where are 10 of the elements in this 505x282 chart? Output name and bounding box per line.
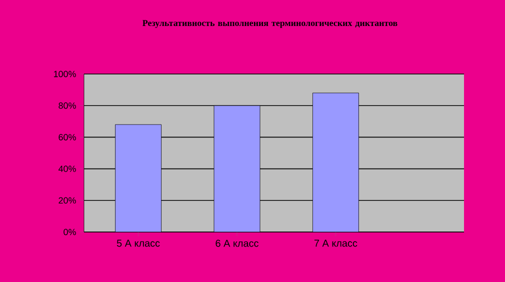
y-tick-label: 0%: [64, 228, 76, 236]
y-tick-label: 100%: [54, 70, 76, 78]
x-tick-label: 7 А класс: [314, 240, 358, 247]
x-tick-label: 6 А класс: [216, 240, 258, 247]
y-tick-label: 80%: [58, 102, 76, 109]
y-tick-label: 60%: [58, 134, 76, 140]
x-tick-label: 5 А класс: [116, 240, 160, 247]
y-tick-label: 40%: [58, 166, 76, 172]
chart-title: Результативность выполнения терминологических диктантов: [142, 20, 398, 28]
y-tick-label: 20%: [58, 197, 76, 204]
